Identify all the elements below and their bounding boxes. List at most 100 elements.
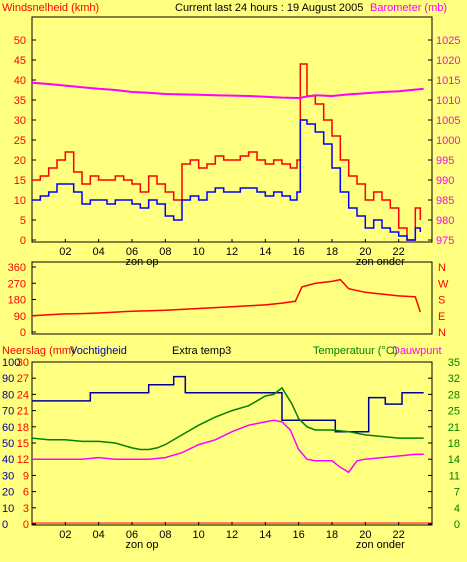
rain-tick-label: 24 [17,389,29,401]
rain-axis-title: Neerslag (mm) [2,345,75,357]
wind-tick-label: 15 [14,175,26,187]
wind-tick-label: 40 [14,75,26,87]
rain-tick-label: 18 [17,422,29,434]
temperature-tick-label: 4 [454,503,460,515]
sunrise-label: zon op [125,256,158,268]
barometer-tick-label: 975 [436,235,454,247]
humidity-line [32,375,424,433]
humidity-tick-label: 40 [2,454,14,466]
time-tick-label: 20 [359,529,371,541]
temperature-tick-label: 18 [448,438,460,450]
time-tick-label: 12 [226,246,238,258]
barometer-tick-label: 1000 [436,135,460,147]
dewpoint-line [32,419,424,474]
rain-tick-label: 30 [17,357,29,369]
barometer-tick-label: 1010 [436,95,460,107]
time-tick-label: 12 [226,529,238,541]
temperature-tick-label: 25 [448,406,460,418]
wind-tick-label: 50 [14,35,26,47]
humidity-tick-label: 100 [2,357,20,369]
humidity-tick-label: 70 [2,406,14,418]
time-tick-label: 08 [159,529,171,541]
time-tick-label: 18 [326,246,338,258]
wind-tick-label: 45 [14,55,26,67]
direction-tick-label: 360 [8,262,26,274]
compass-label: W [438,278,449,290]
rain-tick-label: 3 [23,503,29,515]
rain-tick-label: 0 [23,519,29,531]
wind-tick-label: 5 [20,215,26,227]
rain-tick-label: 6 [23,487,29,499]
temperature-tick-label: 35 [448,357,460,369]
temperature-tick-label: 0 [454,519,460,531]
humidity-tick-label: 0 [2,519,8,531]
rain-tick-label: 15 [17,438,29,450]
wind-direction-line [31,278,422,317]
temperature-tick-label: 11 [449,470,460,482]
chart-title: Current last 24 hours : 19 August 2005 [175,2,363,14]
humidity-tick-label: 30 [2,470,14,482]
time-tick-label: 10 [193,529,205,541]
time-tick-label: 16 [293,246,305,258]
generated-marks: 0510152025303540455097598098599099510001… [2,35,460,551]
wind-panel-frame [31,16,433,243]
humidity-panel-frame [31,361,433,526]
sunrise-label: zon op [125,539,158,551]
time-tick-label: 16 [293,529,305,541]
temperature-tick-label: 21 [448,422,460,434]
time-tick-label: 22 [393,246,405,258]
humidity-tick-label: 90 [2,373,14,385]
direction-tick-label: 0 [20,327,26,339]
barometer-tick-label: 1015 [436,75,460,87]
barometer-tick-label: 980 [436,215,454,227]
compass-label: N [438,327,446,339]
time-tick-label: 20 [359,246,371,258]
wind-tick-label: 0 [20,235,26,247]
temperature-tick-label: 14 [448,454,460,466]
barometer-tick-label: 1020 [436,55,460,67]
rain-tick-label: 27 [17,373,29,385]
time-tick-label: 06 [126,529,138,541]
compass-label: N [438,262,446,274]
barometer-axis-title: Barometer (mb) [370,2,447,14]
rain-tick-label: 21 [17,406,29,418]
humidity-tick-label: 20 [2,487,14,499]
time-tick-label: 04 [93,529,105,541]
wind-gust-line [32,63,422,241]
time-tick-label: 22 [393,529,405,541]
barometer-line [31,81,424,100]
barometer-tick-label: 985 [436,195,454,207]
time-tick-label: 10 [193,246,205,258]
time-tick-label: 06 [126,246,138,258]
wind-tick-label: 30 [14,115,26,127]
time-tick-label: 18 [326,529,338,541]
wind-tick-label: 10 [14,195,26,207]
rain-tick-label: 12 [17,454,29,466]
temperature-line [31,386,424,451]
dewpoint-axis-title: Dauwpunt [392,345,442,357]
direction-tick-label: 270 [8,278,26,290]
wind-tick-label: 20 [14,155,26,167]
sunset-label: zon onder [356,539,405,551]
extra-temp-title: Extra temp3 [172,345,231,357]
temperature-tick-label: 32 [448,373,460,385]
time-tick-label: 04 [93,246,105,258]
barometer-tick-label: 1005 [436,115,460,127]
barometer-tick-label: 990 [436,175,454,187]
temperature-tick-label: 7 [454,487,460,499]
time-tick-label: 08 [159,246,171,258]
compass-label: S [438,295,445,307]
rain-tick-label: 9 [23,470,29,482]
temperature-tick-label: 28 [448,389,460,401]
direction-tick-label: 180 [8,295,26,307]
direction-panel-frame [31,261,433,335]
barometer-tick-label: 995 [436,155,454,167]
time-tick-label: 14 [259,529,271,541]
time-tick-label: 02 [59,246,71,258]
compass-label: E [438,311,445,323]
time-tick-label: 14 [259,246,271,258]
wind-axis-title: Windsnelheid (kmh) [2,2,99,14]
wind-tick-label: 25 [14,135,26,147]
time-tick-label: 02 [59,529,71,541]
